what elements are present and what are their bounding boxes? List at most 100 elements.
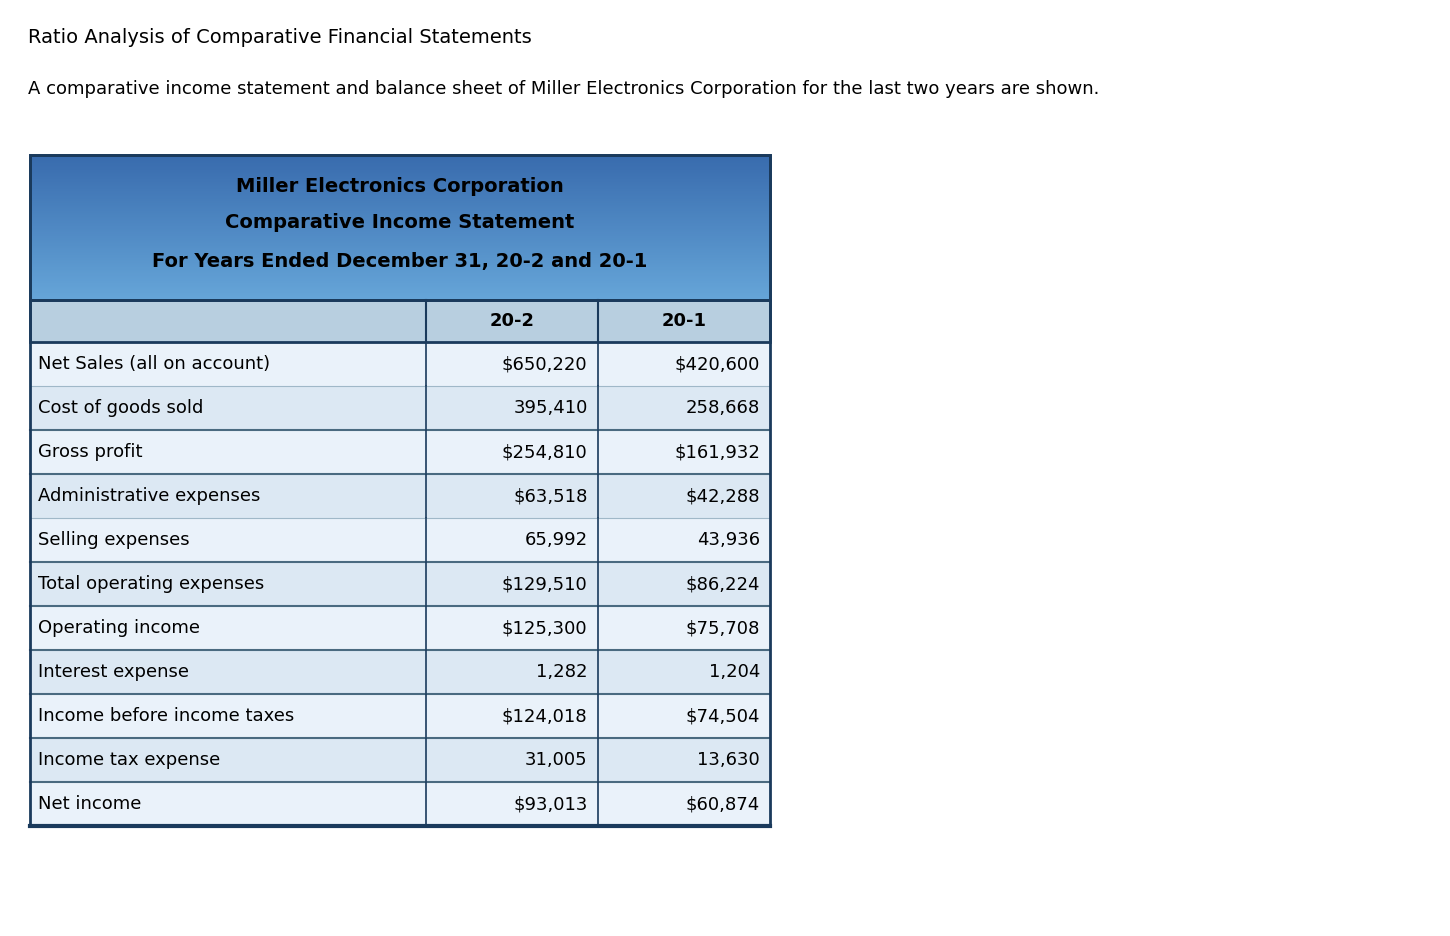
Bar	[30, 196, 770, 197]
Text: 13,630: 13,630	[697, 751, 760, 769]
Text: $93,013: $93,013	[513, 795, 587, 813]
Bar	[30, 298, 770, 300]
Bar	[30, 219, 770, 221]
Bar	[30, 177, 770, 179]
Bar	[30, 213, 770, 214]
Text: Cost of goods sold: Cost of goods sold	[38, 399, 203, 417]
Bar	[30, 191, 770, 193]
Bar	[30, 268, 770, 269]
Bar	[30, 606, 770, 650]
Bar	[30, 243, 770, 245]
Bar	[30, 253, 770, 255]
Bar	[30, 214, 770, 216]
Bar	[30, 254, 770, 256]
Bar	[30, 286, 770, 288]
Bar	[30, 166, 770, 168]
Bar	[30, 201, 770, 202]
Bar	[30, 256, 770, 257]
Bar	[30, 242, 770, 243]
Bar	[30, 285, 770, 286]
Bar	[30, 252, 770, 254]
Text: $86,224: $86,224	[686, 575, 760, 593]
Bar	[30, 170, 770, 172]
Bar	[30, 189, 770, 191]
Bar	[30, 269, 770, 271]
Text: 1,204: 1,204	[709, 663, 760, 681]
Text: Total operating expenses: Total operating expenses	[38, 575, 264, 593]
Bar	[30, 194, 770, 196]
Bar	[30, 299, 770, 300]
Bar	[30, 178, 770, 180]
Bar	[30, 260, 770, 262]
Text: Income tax expense: Income tax expense	[38, 751, 220, 769]
Bar	[30, 218, 770, 220]
Bar	[30, 235, 770, 237]
Text: Selling expenses: Selling expenses	[38, 531, 190, 549]
Bar	[30, 234, 770, 235]
Text: Income before income taxes: Income before income taxes	[38, 707, 294, 725]
Bar	[30, 228, 770, 230]
Bar	[30, 285, 770, 287]
Bar	[30, 164, 770, 165]
Text: $420,600: $420,600	[674, 355, 760, 373]
Bar	[30, 300, 770, 342]
Bar	[30, 244, 770, 246]
Bar	[30, 281, 770, 283]
Bar	[30, 282, 770, 284]
Bar	[30, 430, 770, 474]
Bar	[30, 386, 770, 430]
Bar	[30, 205, 770, 206]
Bar	[30, 274, 770, 276]
Bar	[30, 518, 770, 562]
Bar	[30, 173, 770, 175]
Bar	[30, 271, 770, 272]
Bar	[30, 207, 770, 209]
Bar	[30, 257, 770, 259]
Bar	[30, 256, 770, 258]
Bar	[30, 174, 770, 176]
Bar	[30, 293, 770, 295]
Bar	[30, 300, 770, 342]
Text: $74,504: $74,504	[686, 707, 760, 725]
Bar	[30, 181, 770, 183]
Bar	[30, 291, 770, 293]
Bar	[30, 237, 770, 239]
Bar	[30, 198, 770, 200]
Bar	[30, 155, 770, 156]
Bar	[30, 278, 770, 280]
Bar	[30, 203, 770, 205]
Text: 65,992: 65,992	[525, 531, 587, 549]
Bar	[30, 176, 770, 177]
Text: 1,282: 1,282	[536, 663, 587, 681]
Bar	[30, 184, 770, 185]
Bar	[30, 169, 770, 171]
Bar	[30, 290, 770, 292]
Bar	[30, 230, 770, 231]
Bar	[30, 294, 770, 296]
Bar	[30, 160, 770, 162]
Bar	[30, 193, 770, 194]
Bar	[30, 259, 770, 260]
Bar	[30, 261, 770, 263]
Bar	[30, 224, 770, 226]
Bar	[30, 182, 770, 183]
Bar	[30, 280, 770, 281]
Bar	[30, 158, 770, 160]
Text: Interest expense: Interest expense	[38, 663, 188, 681]
Bar	[30, 782, 770, 826]
Text: $125,300: $125,300	[502, 619, 587, 637]
Bar	[30, 694, 770, 738]
Text: $129,510: $129,510	[502, 575, 587, 593]
Text: Administrative expenses: Administrative expenses	[38, 487, 261, 505]
Bar	[30, 157, 770, 159]
Bar	[30, 738, 770, 782]
Text: $254,810: $254,810	[502, 443, 587, 461]
Bar	[30, 216, 770, 218]
Bar	[30, 265, 770, 267]
Bar	[30, 239, 770, 240]
Bar	[30, 162, 770, 164]
Bar	[30, 225, 770, 227]
Text: 43,936: 43,936	[697, 531, 760, 549]
Text: Miller Electronics Corporation: Miller Electronics Corporation	[236, 177, 564, 196]
Bar	[30, 195, 770, 197]
